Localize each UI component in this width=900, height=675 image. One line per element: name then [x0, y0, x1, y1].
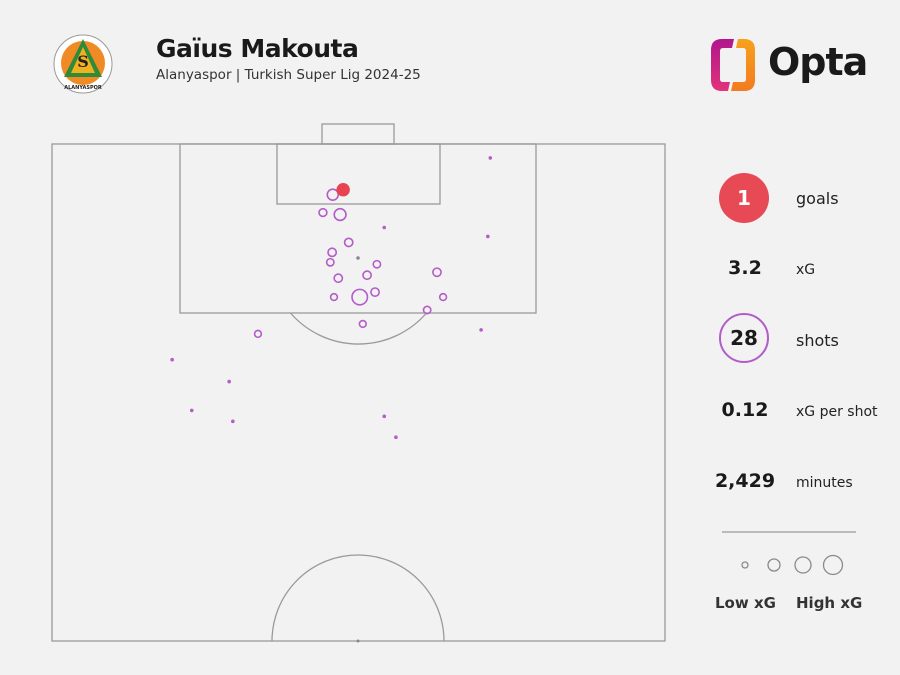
shot-marker	[227, 379, 231, 384]
legend-high-xg: High xG	[796, 594, 863, 612]
xg-per-shot-label: xG per shot	[796, 404, 878, 420]
shot-marker	[422, 305, 432, 315]
divider	[722, 531, 856, 533]
pitch-outline	[51, 143, 666, 642]
shot-marker	[333, 207, 347, 222]
shot-marker	[189, 408, 194, 413]
shot-marker	[438, 292, 448, 302]
shots-badge: 28	[719, 313, 769, 363]
goals-badge: 1	[719, 173, 769, 223]
shots-label: shots	[796, 331, 839, 350]
penalty-spot	[356, 256, 360, 260]
shot-marker	[382, 414, 387, 419]
shot-marker	[231, 419, 235, 424]
shot-marker	[372, 259, 382, 269]
svg-text:S: S	[77, 52, 89, 71]
shot-marker	[362, 270, 372, 281]
subtitle: Alanyaspor | Turkish Super Lig 2024-25	[156, 67, 421, 83]
legend-size-marker	[741, 561, 749, 569]
legend-size-marker	[767, 558, 781, 572]
shot-marker	[432, 267, 442, 278]
penalty-box	[179, 143, 537, 314]
opta-logo-icon	[711, 39, 755, 91]
shot-marker	[333, 273, 344, 284]
shot-marker	[479, 328, 483, 332]
shot-marker	[382, 225, 387, 230]
shot-marker	[170, 357, 174, 362]
shot-marker	[327, 247, 338, 258]
shot-marker	[325, 257, 335, 267]
svg-text:ALANYASPOR: ALANYASPOR	[64, 85, 102, 91]
center-spot	[356, 639, 360, 643]
legend-size-marker	[822, 554, 844, 576]
shot-marker	[329, 292, 339, 302]
shot-marker	[488, 156, 493, 160]
six-yard-box	[276, 143, 441, 205]
shot-marker	[343, 237, 354, 248]
xg-size-legend	[741, 554, 844, 576]
shot-marker	[318, 207, 328, 218]
legend-low-xg: Low xG	[715, 594, 776, 612]
shot-marker	[486, 234, 490, 239]
shot-marker	[326, 188, 340, 201]
xg-per-shot-value: 0.12	[721, 399, 769, 421]
goal	[321, 123, 395, 145]
minutes-value: 2,429	[714, 470, 776, 492]
shot-marker	[358, 319, 367, 329]
shot-map	[51, 123, 666, 643]
penalty-arc	[290, 312, 427, 345]
brand-name: Opta	[768, 40, 868, 84]
minutes-label: minutes	[796, 475, 853, 491]
player-name: Gaïus Makouta	[156, 34, 359, 63]
shot-marker	[370, 287, 380, 298]
club-logo: S ALANYASPOR	[53, 34, 113, 94]
center-circle	[271, 554, 445, 642]
xg-value: 3.2	[728, 257, 762, 279]
goal-shot-marker	[336, 183, 350, 197]
shot-marker	[394, 435, 398, 440]
shot-marker	[351, 288, 369, 306]
shot-marker	[253, 329, 263, 339]
xg-label: xG	[796, 262, 816, 278]
legend-size-marker	[794, 556, 812, 574]
goals-label: goals	[796, 189, 839, 208]
